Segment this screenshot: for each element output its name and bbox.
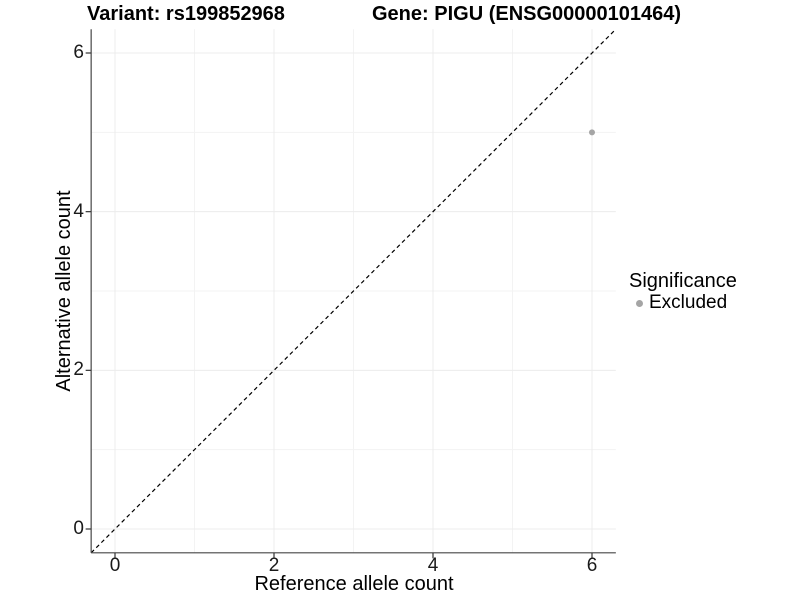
legend: Significance Excluded: [629, 271, 737, 313]
y-tick-label-4: 4: [73, 201, 84, 222]
x-tick-label-0: 0: [109, 555, 121, 576]
y-tick-label-2: 2: [73, 359, 84, 380]
y-tick-label-0: 0: [73, 518, 84, 539]
x-tick-label-4: 4: [427, 555, 439, 576]
y-axis-title: Alternative allele count: [53, 190, 75, 392]
legend-title: Significance: [629, 270, 737, 292]
plot-title-gene: Gene: PIGU (ENSG00000101464): [372, 3, 682, 25]
plot-title-variant: Variant: rs199852968: [87, 3, 285, 25]
x-axis-title: Reference allele count: [254, 573, 454, 595]
legend-point-icon: [636, 299, 643, 307]
data-point: [589, 129, 595, 136]
y-tick-label-6: 6: [73, 42, 84, 63]
x-tick-label-6: 6: [586, 555, 598, 576]
x-tick-label-2: 2: [268, 555, 280, 576]
legend-entry-label: Excluded: [649, 292, 728, 313]
legend-entry-excluded: Excluded: [629, 293, 737, 313]
identity-dashed-line: [90, 28, 617, 554]
